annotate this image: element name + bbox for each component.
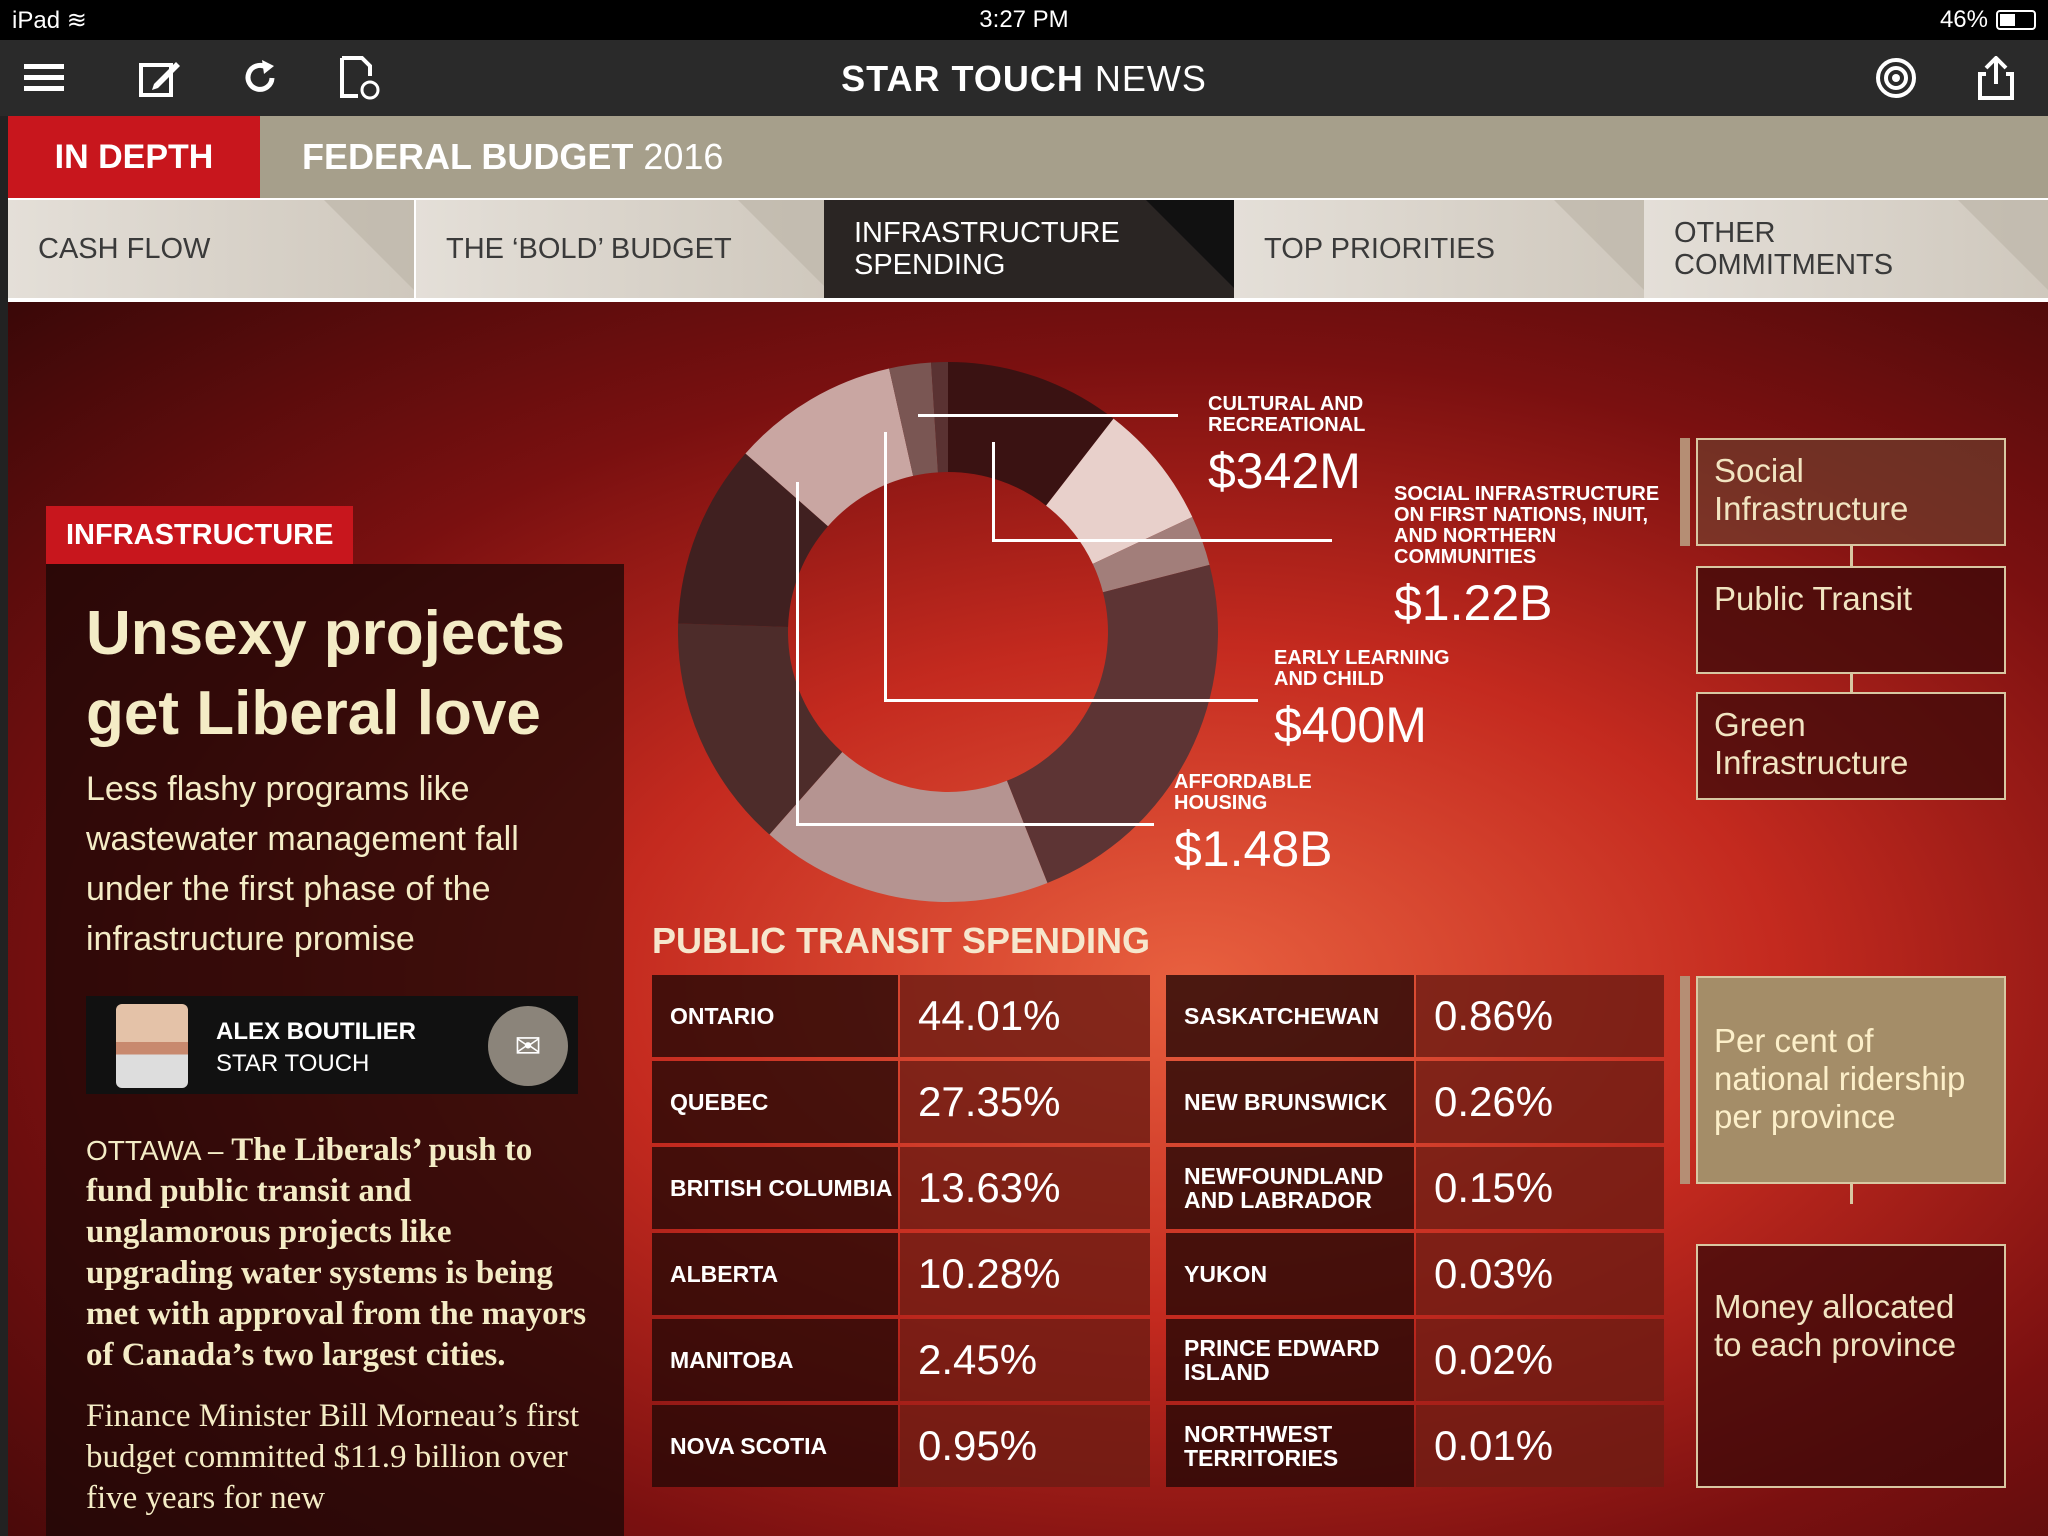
callout-social-first-nations: SOCIAL INFRASTRUCTURE ON FIRST NATIONS, … [1394, 483, 1660, 632]
flow-ridership[interactable]: Per cent of national ridership per provi… [1696, 976, 2006, 1184]
section-title: FEDERAL BUDGET 2016 [302, 136, 724, 177]
clock: 3:27 PM [979, 6, 1069, 33]
donut-segment [931, 362, 948, 473]
flow-public-transit[interactable]: Public Transit [1696, 566, 2006, 674]
donut-segment [889, 362, 938, 476]
active-accent [1680, 438, 1690, 546]
donut-segment [1006, 564, 1218, 884]
province-name: BRITISH COLUMBIA [652, 1147, 898, 1229]
transit-table: ONTARIO 44.01% SASKATCHEWAN 0.86% QUEBEC 27.3… [652, 975, 1678, 1491]
province-percent: 10.28% [900, 1233, 1150, 1315]
province-name: QUEBEC [652, 1061, 898, 1143]
callout-early-learning: EARLY LEARNING AND CHILD $400M [1274, 647, 1450, 754]
province-percent: 0.01% [1416, 1405, 1664, 1487]
menu-icon[interactable] [18, 54, 70, 102]
donut-segment [769, 752, 1048, 903]
callout-affordable-housing: AFFORDABLE HOUSING $1.48B [1174, 771, 1333, 878]
tab-cash-flow[interactable]: CASH FLOW [8, 200, 414, 298]
province-percent: 0.86% [1416, 975, 1664, 1057]
author-org: STAR TOUCH [216, 1050, 370, 1077]
mail-icon[interactable]: ✉ [488, 1006, 568, 1086]
province-percent: 27.35% [900, 1061, 1150, 1143]
province-name: NORTHWEST TERRITORIES [1166, 1405, 1414, 1487]
section-header: IN DEPTH FEDERAL BUDGET 2016 [8, 116, 2048, 198]
page-refresh-icon[interactable] [334, 54, 386, 102]
flow-connector [1850, 1184, 1853, 1204]
province-percent: 44.01% [900, 975, 1150, 1057]
province-name: NEW BRUNSWICK [1166, 1061, 1414, 1143]
active-accent [1680, 976, 1690, 1184]
author-name: ALEX BOUTILIER [216, 1018, 417, 1045]
story-card: Unsexy projects get Liberal love Less fl… [46, 564, 624, 1536]
province-name: ALBERTA [652, 1233, 898, 1315]
lead-paragraph: The Liberals’ push to fund public transi… [86, 1132, 587, 1373]
province-percent: 0.03% [1416, 1233, 1664, 1315]
tab-top-priorities[interactable]: TOP PRIORITIES [1234, 200, 1644, 298]
battery-percent: 46% [1939, 6, 1988, 33]
transit-table-title: PUBLIC TRANSIT SPENDING [652, 920, 1151, 961]
callout-line-housing [796, 482, 1154, 826]
province-percent: 13.63% [900, 1147, 1150, 1229]
province-name: SASKATCHEWAN [1166, 975, 1414, 1057]
podcast-icon[interactable] [1870, 54, 1922, 102]
app-toolbar: STAR TOUCH NEWS [0, 40, 2048, 116]
province-name: NEWFOUNDLAND AND LABRADOR [1166, 1147, 1414, 1229]
donut-segment [678, 453, 828, 627]
story-category-tag: INFRASTRUCTURE [46, 506, 354, 564]
story-body: OTTAWA – The Liberals’ push to fund publ… [86, 1130, 596, 1519]
province-name: ONTARIO [652, 975, 898, 1057]
donut-segment [948, 362, 1114, 506]
dateline: OTTAWA – [86, 1135, 232, 1166]
province-percent: 0.02% [1416, 1319, 1664, 1401]
province-name: YUKON [1166, 1233, 1414, 1315]
battery-icon [1996, 10, 2036, 30]
flow-green-infrastructure[interactable]: Green Infrastructure [1696, 692, 2006, 800]
flow-social-infrastructure[interactable]: Social Infrastructure [1696, 438, 2006, 546]
province-percent: 2.45% [900, 1319, 1150, 1401]
donut-segment [745, 368, 914, 527]
tab-other-commitments[interactable]: OTHER COMMITMENTS [1644, 200, 2048, 298]
edit-icon[interactable] [134, 54, 186, 102]
story-headline[interactable]: Unsexy projects get Liberal love [86, 599, 565, 748]
tab-infrastructure-spending[interactable]: INFRASTRUCTURE SPENDING [824, 200, 1236, 298]
callout-cultural: CULTURAL AND RECREATIONAL $342M [1208, 393, 1366, 500]
callout-line-early-learning [884, 432, 1258, 702]
body-paragraph: Finance Minister Bill Morneau’s first bu… [86, 1398, 580, 1516]
app-title: STAR TOUCH NEWS [841, 58, 1207, 99]
story-dek: Less flashy programs like wastewater man… [86, 770, 519, 958]
province-percent: 0.15% [1416, 1147, 1664, 1229]
donut-segment [1092, 517, 1210, 593]
donut-segment [678, 623, 843, 835]
spending-donut-chart [678, 362, 1218, 903]
callout-line-cultural [918, 414, 1178, 417]
province-name: PRINCE EDWARD ISLAND [1166, 1319, 1414, 1401]
province-name: MANITOBA [652, 1319, 898, 1401]
wifi-icon: ≋ [66, 7, 87, 34]
tab-bar: CASH FLOW THE ‘BOLD’ BUDGET INFRASTRUCTU… [8, 198, 2048, 302]
province-percent: 0.95% [900, 1405, 1150, 1487]
infographic-panel: INFRASTRUCTURE Unsexy projects get Liber… [8, 302, 2048, 1536]
status-bar: iPad ≋ 3:27 PM 46% [0, 0, 2048, 40]
callout-line-social [992, 442, 1332, 542]
refresh-icon[interactable] [234, 54, 286, 102]
flow-money-allocated[interactable]: Money allocated to each province [1696, 1244, 2006, 1488]
tab-bold-budget[interactable]: THE ‘BOLD’ BUDGET [416, 200, 828, 298]
device-label: iPad ≋ [12, 7, 87, 34]
province-percent: 0.26% [1416, 1061, 1664, 1143]
share-icon[interactable] [1970, 54, 2022, 102]
donut-segment [1046, 418, 1193, 564]
province-name: NOVA SCOTIA [652, 1405, 898, 1487]
avatar [116, 1004, 188, 1088]
flow-connector [1850, 674, 1853, 694]
in-depth-badge[interactable]: IN DEPTH [8, 116, 260, 198]
author-byline: ALEX BOUTILIER STAR TOUCH ✉ [86, 996, 578, 1094]
flow-connector [1850, 546, 1853, 568]
